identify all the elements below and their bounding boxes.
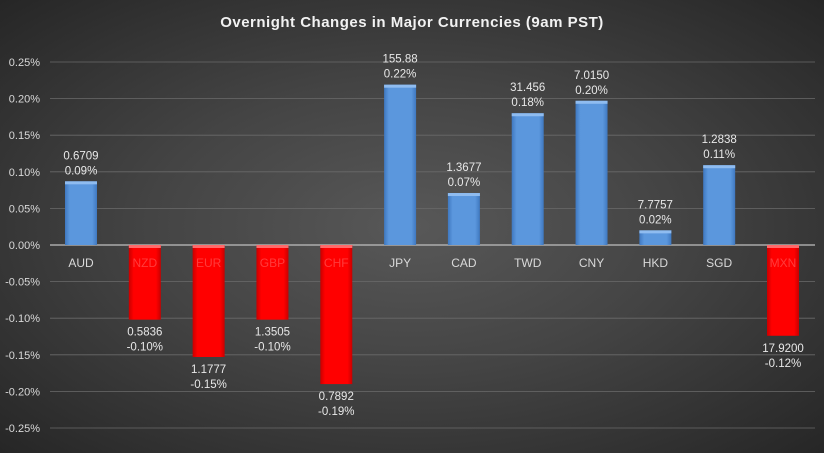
bar-highlight — [320, 245, 353, 248]
percent-label: -0.12% — [765, 358, 801, 370]
category-label: EUR — [196, 256, 222, 270]
price-label: 0.7892 — [319, 391, 354, 403]
bar-highlight — [447, 193, 480, 197]
bar-gbp — [256, 245, 289, 320]
percent-label: 0.09% — [65, 165, 98, 177]
price-label: 7.7757 — [638, 199, 673, 211]
y-tick-label: 0.00% — [9, 240, 40, 252]
percent-label: -0.19% — [318, 406, 354, 418]
bar-twd — [511, 113, 544, 246]
bar-highlight — [256, 245, 289, 248]
category-label: CAD — [451, 256, 477, 270]
price-label: 0.5836 — [127, 327, 162, 339]
y-tick-label: 0.05% — [9, 203, 40, 215]
y-tick-label: -0.20% — [5, 386, 40, 398]
bar-highlight — [65, 181, 97, 185]
price-label: 155.88 — [382, 54, 417, 66]
category-label: CNY — [579, 256, 604, 270]
bar-cny — [575, 100, 608, 246]
chart-title: Overnight Changes in Major Currencies (9… — [220, 14, 604, 31]
price-label: 31.456 — [510, 82, 545, 94]
price-label: 0.6709 — [63, 150, 98, 162]
percent-label: 0.22% — [384, 69, 417, 81]
y-tick-label: -0.25% — [5, 423, 40, 435]
percent-label: 0.07% — [448, 177, 481, 189]
percent-label: 0.20% — [575, 85, 608, 97]
price-label: 1.1777 — [191, 364, 226, 376]
percent-label: -0.10% — [127, 342, 163, 354]
bar-highlight — [511, 113, 544, 117]
bar-chf — [320, 245, 353, 385]
category-label: GBP — [260, 256, 285, 270]
bar-eur — [192, 245, 225, 357]
bar-highlight — [767, 245, 799, 248]
category-label: AUD — [68, 256, 94, 270]
bar-highlight — [639, 230, 672, 234]
y-tick-label: 0.20% — [9, 94, 40, 106]
bar-mxn — [767, 245, 799, 336]
y-tick-label: 0.10% — [9, 167, 40, 179]
y-tick-label: 0.25% — [9, 57, 40, 69]
percent-label: 0.02% — [639, 214, 672, 226]
y-tick-label: -0.15% — [5, 350, 40, 362]
bar-cad — [447, 193, 480, 245]
percent-label: 0.18% — [511, 97, 544, 109]
category-label: SGD — [706, 256, 732, 270]
bar-highlight — [703, 165, 736, 169]
bar-jpy — [384, 84, 417, 245]
bar-hkd — [639, 230, 672, 245]
bar-sgd — [703, 165, 736, 245]
category-label: HKD — [643, 256, 669, 270]
bar-highlight — [384, 84, 417, 88]
price-label: 7.0150 — [574, 70, 609, 82]
category-label: CHF — [324, 256, 349, 270]
bar-highlight — [192, 245, 225, 248]
price-label: 1.2838 — [702, 134, 737, 146]
percent-label: -0.15% — [190, 379, 226, 391]
percent-label: 0.11% — [703, 149, 735, 161]
category-label: NZD — [132, 256, 157, 270]
y-tick-label: -0.10% — [5, 313, 40, 325]
bar-aud — [65, 181, 97, 245]
price-label: 1.3505 — [255, 327, 290, 339]
category-label: JPY — [389, 256, 411, 270]
y-tick-label: 0.15% — [9, 130, 40, 142]
y-tick-label: -0.05% — [5, 277, 40, 289]
percent-label: -0.10% — [254, 342, 290, 354]
category-label: MXN — [770, 256, 797, 270]
bar-highlight — [575, 100, 608, 104]
price-label: 1.3677 — [446, 162, 481, 174]
bar-highlight — [128, 245, 161, 248]
category-label: TWD — [514, 256, 542, 270]
price-label: 17.9200 — [762, 343, 804, 355]
bar-nzd — [128, 245, 161, 320]
